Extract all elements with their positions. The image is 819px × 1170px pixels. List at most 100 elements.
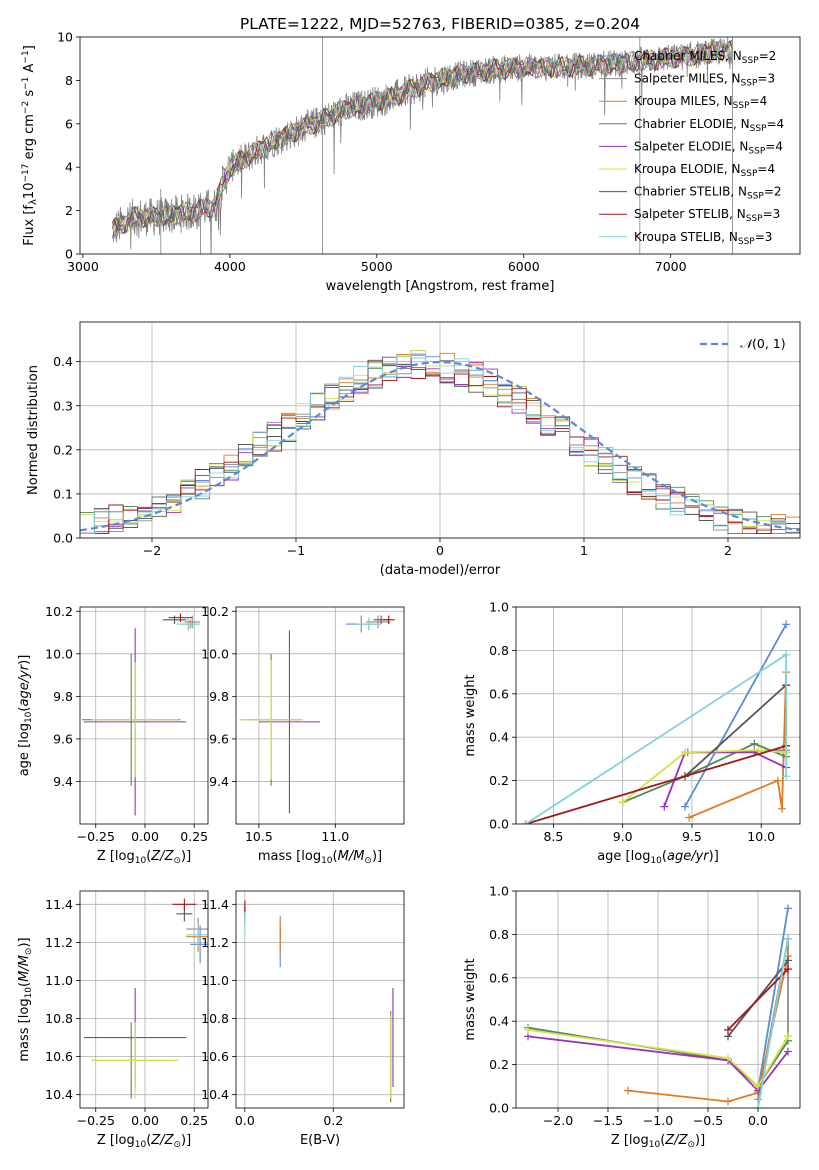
legend-label: Salpeter ELODIE, NSSP=4	[634, 139, 783, 156]
x-label-part: M/M	[338, 849, 365, 864]
y-axis-label: mass weight	[463, 958, 478, 1040]
plus-marker	[521, 820, 530, 824]
axes-frame	[515, 606, 801, 825]
x-tick-label: −2	[143, 543, 161, 558]
x-label-part: (data-model)/error	[380, 563, 501, 578]
series-chabrier-miles	[681, 620, 791, 811]
plot-area-ebv_vs_mass	[236, 891, 404, 1108]
y-tick-label: 11.2	[201, 935, 229, 950]
plot-area-Z_vs_weight	[516, 891, 800, 1108]
x-axis-label: E(B-V)	[300, 1133, 340, 1148]
legend-name: Chabrier ELODIE, N	[634, 117, 750, 131]
legend-name: Salpeter ELODIE, N	[634, 139, 748, 153]
y-axis-label: Flux [fλ10−17 erg cm−2 s−1 A−1]	[21, 45, 39, 246]
x-tick-label: 0.25	[180, 1113, 208, 1128]
point-salpeter-elodie	[258, 630, 320, 814]
x-label-part: )]	[181, 1133, 191, 1148]
legend-count: =3	[757, 72, 775, 86]
x-tick-label: 0.25	[180, 829, 208, 844]
legend-count: =4	[750, 94, 768, 108]
series-salpeter-stelib	[521, 681, 791, 824]
y-label-part: age [log	[17, 723, 32, 776]
plus-marker	[784, 904, 792, 913]
x-label-part: (	[146, 1133, 151, 1148]
y-tick-label: 10.8	[45, 1011, 73, 1026]
y-axis-label: mass [log10(M/M⊙)]	[17, 937, 34, 1061]
y-tick-label: 0.3	[53, 398, 73, 413]
y-tick-label: 0.8	[489, 643, 509, 658]
x-label-part: (	[333, 849, 338, 864]
legend-label: Kroupa ELODIE, NSSP=4	[634, 162, 775, 179]
legend-sub: SSP	[741, 169, 758, 179]
y-tick-label: 10.6	[45, 1049, 73, 1064]
x-label-part: )]	[181, 849, 191, 864]
point-salpeter-stelib	[382, 615, 395, 625]
y-axis-label: mass weight	[463, 674, 478, 756]
legend-count: =2	[764, 185, 782, 199]
y-label-part: 10	[24, 987, 34, 999]
legend-name: Salpeter MILES, N	[634, 72, 741, 86]
x-label-part: (	[660, 1133, 665, 1148]
y-tick-label: 0.2	[489, 1057, 509, 1072]
x-tick-label: 0.00	[131, 829, 159, 844]
hist-salpeter-miles	[80, 354, 800, 535]
series-line	[622, 749, 787, 804]
series-kroupa-elodie	[524, 1025, 792, 1091]
series-chabrier-miles	[754, 904, 792, 1095]
x-tick-label: 11.0	[321, 829, 349, 844]
x-label-part: 10	[650, 856, 662, 866]
x-tick-label: −0.25	[77, 1113, 115, 1128]
x-label-part: Z [log	[611, 1133, 649, 1148]
series-line	[757, 938, 789, 1108]
x-label-part: )]	[372, 849, 382, 864]
legend-label: Kroupa MILES, NSSP=4	[634, 94, 767, 111]
y-label-part: Normed distribution	[26, 365, 41, 495]
y-label-part: −17	[21, 164, 31, 183]
series-line	[527, 1029, 789, 1088]
legend-name: Chabrier MILES, N	[634, 49, 742, 63]
y-label-part: )]	[17, 937, 32, 947]
y-tick-label: 10.2	[45, 604, 73, 619]
model-spectrum-kroupa-elodie	[112, 41, 733, 232]
x-axis-label: Z [log10(Z/Z⊙)]	[97, 1133, 191, 1150]
panel-age_vs_weight: 8.5 9.0 9.5 10.0 0.0 0.2 0.4 0.6 0.8 1.0 age [log1…	[463, 600, 801, 866]
panel-ebv_vs_mass: 0.0 0.2 10.4 10.6 10.8 11.0 11.2 11.4 E(B-V)	[201, 890, 405, 1148]
legend-name: Salpeter STELIB, N	[634, 207, 746, 221]
x-axis-label: (data-model)/error	[380, 563, 501, 578]
y-label-part: ]	[22, 45, 37, 50]
x-tick-label: 0.2	[323, 1113, 343, 1128]
axes-frame	[515, 890, 801, 1109]
x-axis-label: Z [log10(Z/Z⊙)]	[97, 849, 191, 866]
x-label-part: (	[146, 849, 151, 864]
y-label-part: −1	[21, 50, 31, 63]
y-label-part: −1	[21, 77, 31, 90]
series-line	[757, 908, 789, 1091]
y-tick-label: 11.2	[45, 935, 73, 950]
x-tick-label: 1	[580, 543, 588, 558]
point-kroupa-elodie	[91, 1022, 179, 1099]
x-label-part: )]	[709, 849, 719, 864]
legend-count: =4	[757, 162, 775, 176]
point-kroupa-elodie	[91, 662, 179, 778]
legend-sub: SSP	[747, 192, 764, 202]
point-chabrier-stelib	[162, 615, 187, 625]
x-tick-label: 8.5	[543, 829, 563, 844]
legend-count: =4	[766, 117, 784, 131]
y-label-part: M/M	[17, 955, 32, 982]
series-line	[688, 672, 787, 819]
y-label-part: age/yr	[17, 663, 32, 706]
y-label-part: Flux [f	[22, 205, 37, 246]
y-axis-label: Normed distribution	[26, 365, 41, 495]
series-line	[663, 751, 787, 807]
y-tick-label: 0.4	[53, 354, 73, 369]
x-label-part: )]	[695, 1133, 705, 1148]
y-label-part: )]	[17, 655, 32, 665]
series-kroupa-miles	[685, 668, 791, 822]
plot-area-mass_vs_age	[236, 607, 404, 824]
x-tick-label: 4000	[214, 259, 246, 274]
plus-marker	[681, 802, 690, 811]
x-tick-label: 9.5	[682, 829, 702, 844]
x-tick-label: −0.25	[77, 829, 115, 844]
series-salpeter-stelib	[724, 965, 792, 1034]
